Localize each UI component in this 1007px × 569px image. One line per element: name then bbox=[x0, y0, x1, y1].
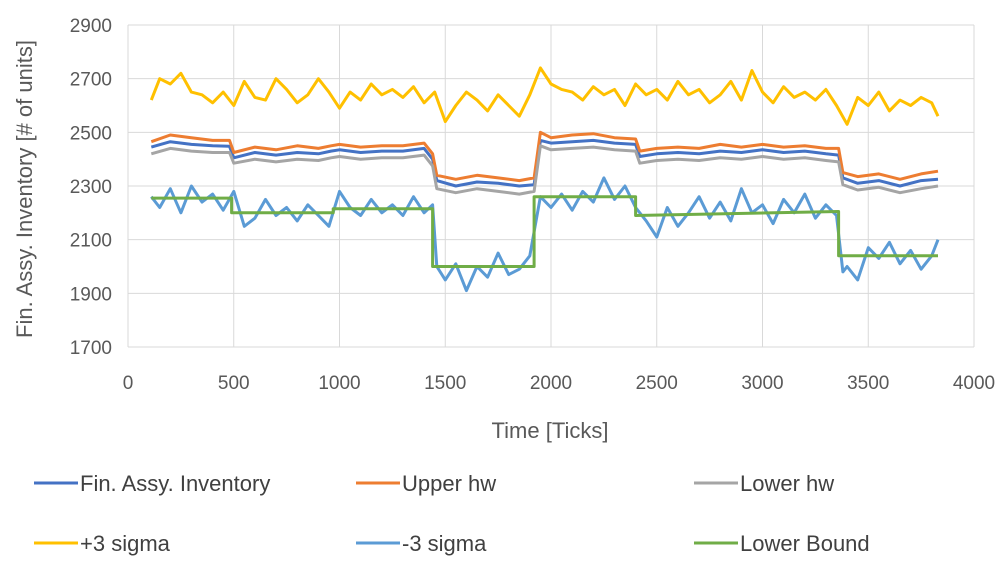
legend-item: Lower Bound bbox=[694, 531, 870, 556]
x-tick-label: 500 bbox=[218, 373, 250, 394]
x-tick-label: 2500 bbox=[636, 373, 678, 394]
x-tick-label: 3000 bbox=[741, 373, 783, 394]
legend-label: +3 sigma bbox=[80, 531, 171, 556]
legend-item: Lower hw bbox=[694, 471, 834, 496]
legend-item: Upper hw bbox=[356, 471, 496, 496]
x-axis-title: Time [Ticks] bbox=[492, 418, 609, 443]
x-tick-label: 1500 bbox=[424, 373, 466, 394]
legend-label: Lower hw bbox=[740, 471, 834, 496]
legend-item: +3 sigma bbox=[34, 531, 171, 556]
y-tick-label: 1700 bbox=[70, 338, 112, 359]
y-axis-ticks: 1700 1900 2100 2300 2500 2700 2900 bbox=[70, 16, 112, 359]
series-line-2 bbox=[150, 130, 939, 183]
legend-label: Lower Bound bbox=[740, 531, 870, 556]
legend: Fin. Assy. Inventory Upper hw Lower hw +3 s… bbox=[34, 471, 870, 556]
y-tick-label: 2900 bbox=[70, 16, 112, 37]
legend-label: Fin. Assy. Inventory bbox=[80, 471, 270, 496]
series-line-5 bbox=[150, 176, 940, 293]
y-tick-label: 2500 bbox=[70, 123, 112, 144]
legend-label: Upper hw bbox=[402, 471, 496, 496]
x-axis-ticks: 0 500 1000 1500 2000 2500 3000 3500 4000 bbox=[123, 373, 995, 394]
y-tick-label: 1900 bbox=[70, 284, 112, 305]
y-tick-label: 2300 bbox=[70, 177, 112, 198]
x-tick-label: 2000 bbox=[530, 373, 572, 394]
y-tick-label: 2700 bbox=[70, 70, 112, 91]
x-tick-label: 0 bbox=[123, 373, 134, 394]
legend-item: Fin. Assy. Inventory bbox=[34, 471, 270, 496]
x-tick-label: 4000 bbox=[953, 373, 995, 394]
x-tick-label: 3500 bbox=[847, 373, 889, 394]
series-line-4 bbox=[149, 66, 940, 126]
legend-item: -3 sigma bbox=[356, 531, 487, 556]
series-lines bbox=[149, 66, 940, 293]
y-axis-title: Fin. Assy. Inventory [# of units] bbox=[12, 40, 37, 338]
legend-label: -3 sigma bbox=[402, 531, 487, 556]
y-tick-label: 2100 bbox=[70, 231, 112, 252]
series-line-6 bbox=[151, 195, 938, 268]
gridlines bbox=[127, 24, 975, 348]
series-line-3 bbox=[150, 144, 939, 196]
x-tick-label: 1000 bbox=[318, 373, 360, 394]
